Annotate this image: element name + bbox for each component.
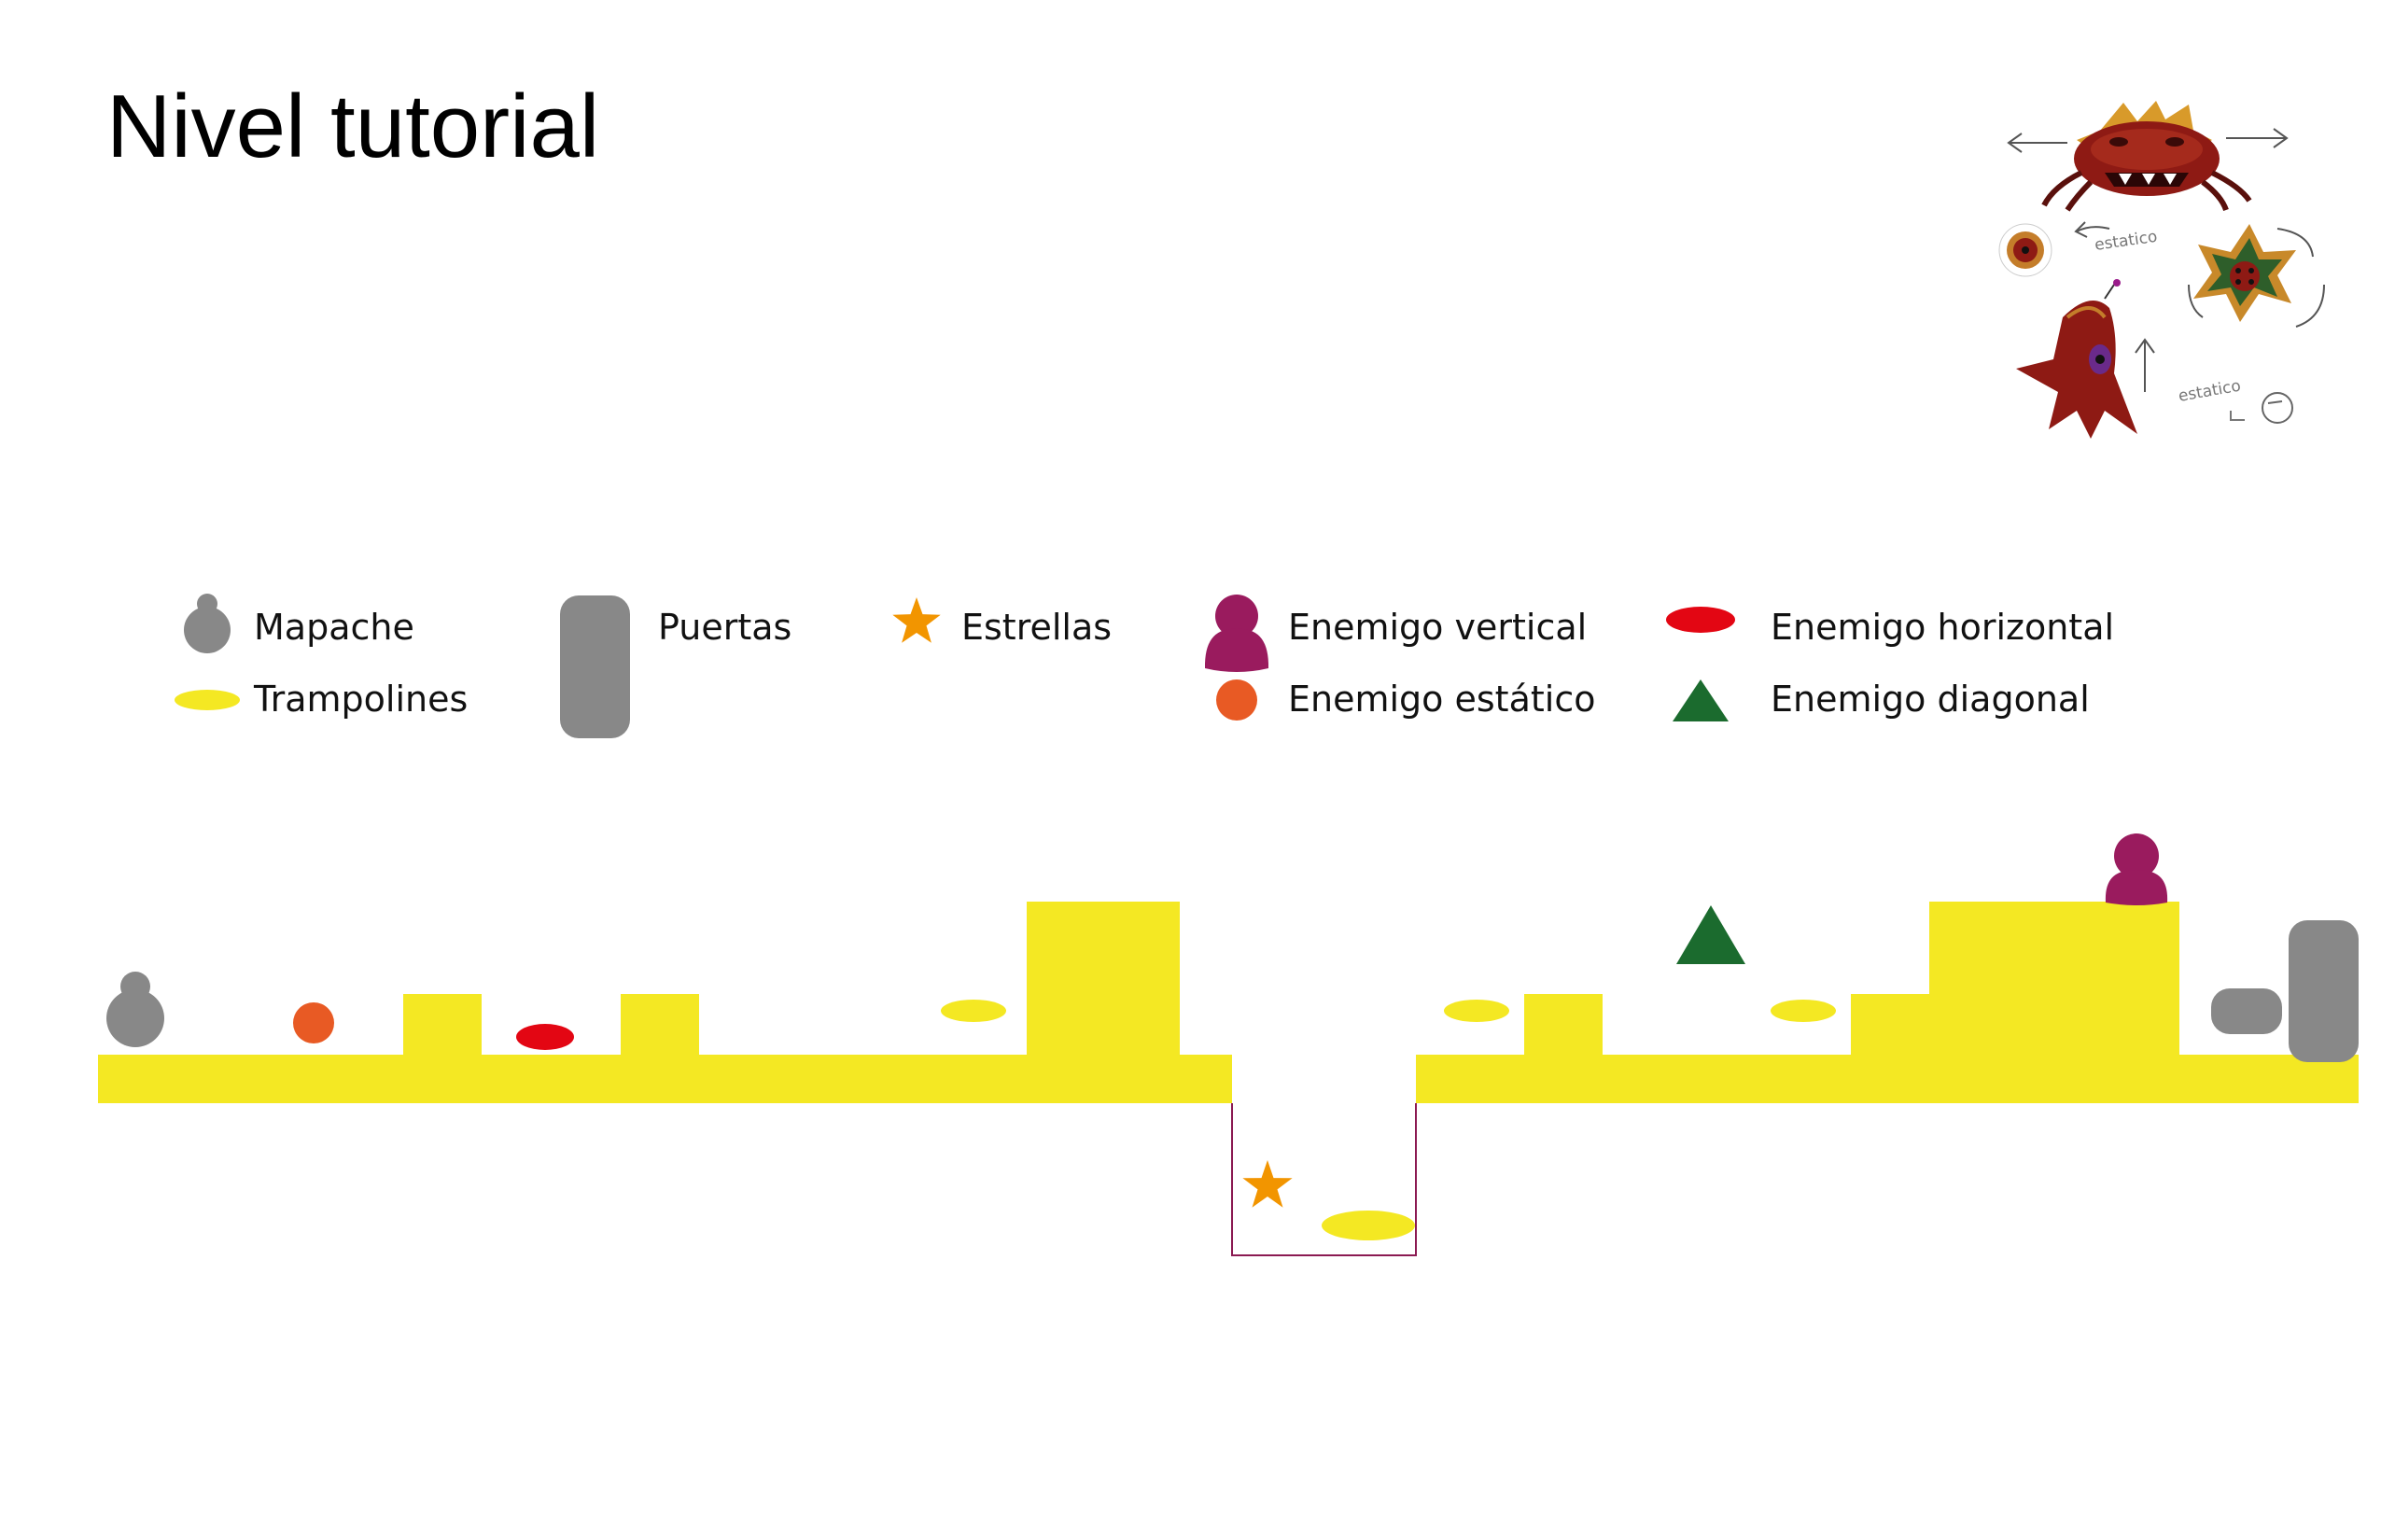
legend-star-icon	[892, 597, 941, 643]
legend-enemy-horizontal-icon	[1666, 607, 1735, 633]
pit-outline	[1231, 1103, 1417, 1256]
flower-enemy-sketch	[2188, 224, 2325, 328]
ground-platform	[98, 902, 2359, 1103]
tall-block	[1027, 902, 1180, 1056]
legend-mapache-icon	[184, 594, 231, 653]
mapache-player	[106, 972, 164, 1047]
door-small	[2211, 988, 2282, 1034]
legend-enemy-static-icon	[1216, 679, 1257, 721]
block-3	[1524, 994, 1603, 1056]
enemy-vertical	[2105, 833, 2168, 905]
legend-enemy-diagonal-icon	[1673, 679, 1729, 721]
legend-label-enemigo-vertical: Enemigo vertical	[1288, 607, 1587, 648]
squid-enemy-sketch	[2016, 279, 2155, 439]
block-1	[403, 994, 482, 1056]
legend-label-mapache: Mapache	[254, 607, 414, 648]
legend-label-enemigo-horizontal: Enemigo horizontal	[1771, 607, 2114, 648]
trampoline-1	[941, 1000, 1006, 1022]
sketch-label-static-1: estatico	[2094, 228, 2159, 255]
block-2	[621, 994, 699, 1056]
star-collectible	[1242, 1160, 1293, 1208]
legend-label-trampolines: Trampolines	[253, 679, 468, 720]
legend-door-icon	[560, 595, 630, 738]
legend-label-enemigo-diagonal: Enemigo diagonal	[1771, 679, 2090, 720]
legend-enemy-vertical-icon	[1204, 595, 1269, 672]
static-sketch-small: estatico	[2177, 376, 2293, 424]
enemy-concept-sketch: estatico estatico	[1998, 101, 2325, 439]
static-eye-enemy-sketch: estatico	[1998, 221, 2159, 277]
legend-label-enemigo-estatico: Enemigo estático	[1288, 679, 1595, 720]
step-high	[1929, 902, 2179, 1056]
legend: Mapache Trampolines Puertas Estrellas En…	[175, 594, 2114, 738]
enemy-static	[293, 1002, 334, 1043]
legend-label-estrellas: Estrellas	[961, 607, 1112, 648]
legend-label-puertas: Puertas	[658, 607, 791, 648]
level-map	[98, 833, 2359, 1256]
enemy-diagonal	[1676, 905, 1745, 964]
trampoline-2	[1444, 1000, 1509, 1022]
step-low	[1851, 994, 1935, 1056]
door-exit	[2289, 920, 2359, 1062]
enemy-horizontal	[516, 1024, 574, 1050]
trampoline-pit	[1322, 1211, 1415, 1240]
crab-enemy-sketch	[2007, 101, 2289, 212]
legend-trampoline-icon	[175, 690, 240, 710]
trampoline-3	[1771, 1000, 1836, 1022]
sketch-label-static-2: estatico	[2177, 376, 2242, 405]
page-title: Nivel tutorial	[106, 77, 599, 176]
